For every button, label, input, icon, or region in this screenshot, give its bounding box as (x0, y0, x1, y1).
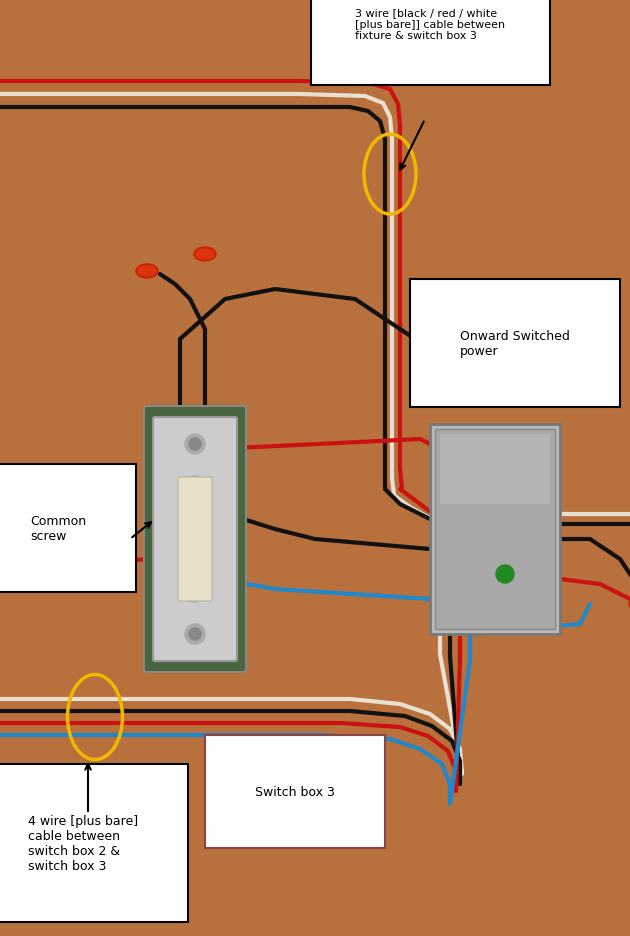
Ellipse shape (14, 564, 32, 575)
Ellipse shape (12, 563, 34, 577)
Circle shape (187, 586, 203, 603)
Ellipse shape (629, 597, 630, 611)
Text: 4 wire [plus bare]
cable between
switch box 2 &
switch box 3: 4 wire [plus bare] cable between switch … (28, 814, 138, 872)
FancyBboxPatch shape (440, 434, 550, 505)
FancyBboxPatch shape (178, 477, 212, 601)
FancyBboxPatch shape (430, 425, 560, 635)
Circle shape (189, 628, 201, 640)
Text: Switch box 3: Switch box 3 (255, 785, 335, 798)
Circle shape (189, 439, 201, 450)
Text: Common
screw: Common screw (30, 515, 86, 543)
FancyBboxPatch shape (435, 430, 555, 629)
Circle shape (185, 624, 205, 644)
Text: Onward Switched
power: Onward Switched power (460, 329, 570, 358)
Ellipse shape (136, 265, 158, 279)
Ellipse shape (196, 250, 214, 259)
Ellipse shape (170, 620, 220, 650)
Circle shape (496, 565, 514, 583)
FancyBboxPatch shape (144, 406, 246, 672)
Circle shape (185, 434, 205, 455)
Text: 3 wire [black / red / white
[plus bare]] cable between
fixture & switch box 3: 3 wire [black / red / white [plus bare]]… (355, 8, 505, 41)
FancyBboxPatch shape (153, 417, 237, 662)
Circle shape (187, 476, 203, 492)
Ellipse shape (194, 248, 216, 262)
Ellipse shape (170, 430, 220, 460)
Ellipse shape (138, 267, 156, 277)
